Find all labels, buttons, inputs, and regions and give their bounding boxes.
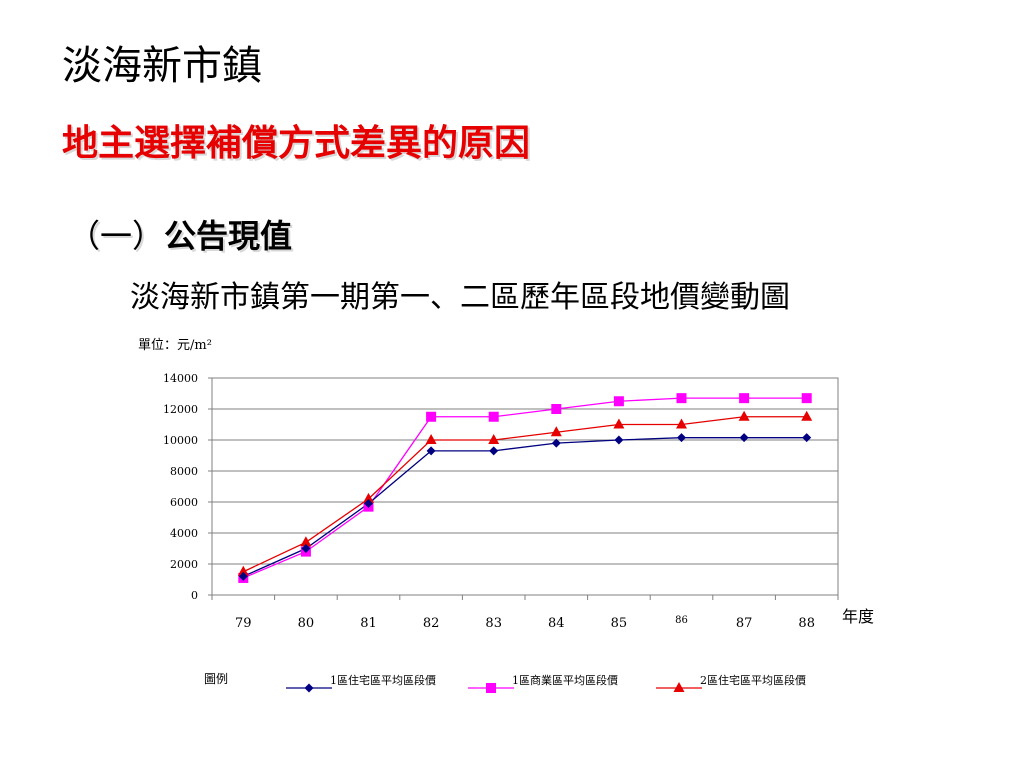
x-tick-label: 82 xyxy=(423,616,440,631)
data-point-series-3 xyxy=(738,410,750,421)
data-point-series-2 xyxy=(488,411,499,422)
data-point-series-2 xyxy=(676,393,687,404)
legend-entry-label: 1區商業區平均區段價 xyxy=(512,673,618,687)
data-point-series-3 xyxy=(237,565,249,576)
plot-frame xyxy=(211,377,839,596)
data-point-series-1 xyxy=(426,446,436,456)
page-title: 淡海新市鎮 xyxy=(62,43,262,89)
y-tick-label: 8000 xyxy=(170,465,198,478)
data-point-series-1 xyxy=(677,433,686,443)
data-point-series-1 xyxy=(489,446,499,456)
data-point-series-3 xyxy=(613,418,625,429)
section-prefix: （一） xyxy=(68,217,165,255)
data-point-series-1 xyxy=(614,435,624,445)
y-tick-label: 6000 xyxy=(170,496,198,509)
x-tick-label: 85 xyxy=(611,616,628,631)
legend-swatch-marker xyxy=(486,683,496,693)
data-point-series-1 xyxy=(364,499,373,509)
data-point-series-2 xyxy=(426,411,437,422)
data-point-series-3 xyxy=(300,536,312,547)
y-tick-label: 2000 xyxy=(170,558,198,571)
data-point-series-2 xyxy=(801,393,812,404)
y-tick-label: 4000 xyxy=(170,527,198,540)
x-tick-label: 81 xyxy=(360,616,377,631)
y-tick-label: 14000 xyxy=(163,372,198,385)
data-point-series-2 xyxy=(613,396,624,407)
x-tick-label: 83 xyxy=(485,616,502,631)
x-tick-label: 88 xyxy=(798,616,815,631)
data-point-series-3 xyxy=(488,434,500,444)
chart-unit-label: 單位：元/m² xyxy=(138,338,212,353)
series-line-1 xyxy=(243,437,807,577)
y-tick-label: 10000 xyxy=(163,434,198,447)
data-point-series-1 xyxy=(301,544,311,553)
x-tick-label: 86 xyxy=(675,615,688,626)
legend-entry-label: 1區住宅區平均區段價 xyxy=(330,673,436,687)
page-subtitle: 地主選擇補償方式差異的原因 xyxy=(62,122,531,164)
section-heading: （一）公告現值 xyxy=(68,220,292,252)
data-point-series-2 xyxy=(739,393,750,404)
data-point-series-3 xyxy=(676,418,687,429)
y-tick-label: 12000 xyxy=(163,403,198,416)
data-point-series-1 xyxy=(739,433,749,443)
data-point-series-3 xyxy=(425,434,437,444)
data-point-series-2 xyxy=(551,404,562,414)
series-line-3 xyxy=(243,416,807,573)
y-tick-label: 0 xyxy=(191,589,198,602)
series-line-2 xyxy=(243,397,807,579)
x-tick-label: 87 xyxy=(736,616,753,631)
legend-title: 圖例 xyxy=(204,672,229,686)
data-point-series-3 xyxy=(801,410,813,421)
data-point-series-1 xyxy=(238,571,248,581)
x-tick-label: 80 xyxy=(298,616,315,631)
data-point-series-3 xyxy=(363,492,374,503)
section-label: 公告現值 xyxy=(164,217,293,255)
x-tick-label: 84 xyxy=(548,616,565,631)
legend-swatch-marker xyxy=(304,683,314,693)
chart-title: 淡海新市鎮第一期第一、二區歷年區段地價變動圖 xyxy=(130,280,790,315)
data-point-series-1 xyxy=(802,433,812,443)
data-point-series-3 xyxy=(550,426,562,437)
legend-swatch-marker xyxy=(673,682,685,692)
data-point-series-1 xyxy=(551,438,561,448)
legend-entry-label: 2區住宅區平均區段價 xyxy=(700,673,806,687)
x-tick-label: 79 xyxy=(235,616,252,631)
x-axis-title: 年度 xyxy=(842,607,875,626)
